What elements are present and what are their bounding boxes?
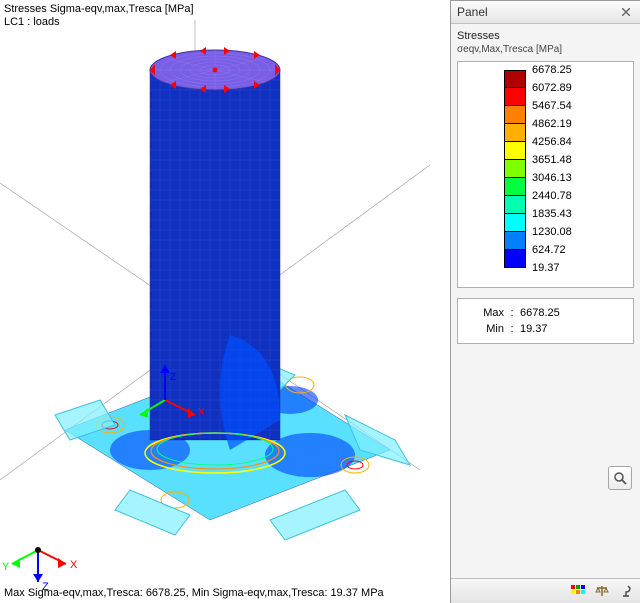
legend-value: 19.37 bbox=[532, 259, 572, 277]
legend-value: 5467.54 bbox=[532, 97, 572, 115]
magnify-button[interactable] bbox=[608, 466, 632, 490]
panel-footer bbox=[451, 578, 640, 603]
legend-segment bbox=[504, 106, 526, 124]
stats-box: Max : 6678.25 Min : 19.37 bbox=[457, 298, 634, 344]
results-panel: Panel Stresses σeqv,Max,Tresca [MPa] 667… bbox=[450, 0, 640, 603]
legend-subtitle: σeqv,Max,Tresca [MPa] bbox=[457, 44, 634, 55]
legend-value: 6678.25 bbox=[532, 61, 572, 79]
legend-segment bbox=[504, 160, 526, 178]
panel-header[interactable]: Panel bbox=[451, 1, 640, 24]
legend-segment bbox=[504, 142, 526, 160]
legend-value: 1835.43 bbox=[532, 205, 572, 223]
legend-segment bbox=[504, 70, 526, 88]
analysis-title: Stresses Sigma-eqv,max,Tresca [MPa] bbox=[4, 2, 194, 16]
svg-text:X: X bbox=[70, 559, 78, 571]
close-icon[interactable] bbox=[618, 4, 634, 20]
legend-value: 624.72 bbox=[532, 241, 572, 259]
legend-segment bbox=[504, 178, 526, 196]
microscope-icon[interactable] bbox=[618, 583, 634, 599]
min-label: Min bbox=[466, 321, 504, 337]
svg-text:X: X bbox=[198, 407, 205, 418]
color-legend: 6678.256072.895467.544862.194256.843651.… bbox=[457, 61, 634, 288]
legend-segment bbox=[504, 196, 526, 214]
legend-value: 3046.13 bbox=[532, 169, 572, 187]
legend-value: 3651.48 bbox=[532, 151, 572, 169]
legend-value: 2440.78 bbox=[532, 187, 572, 205]
viewport[interactable]: Stresses Sigma-eqv,max,Tresca [MPa] LC1 … bbox=[0, 0, 450, 603]
max-value: 6678.25 bbox=[520, 305, 560, 321]
status-bar-text: Max Sigma-eqv,max,Tresca: 6678.25, Min S… bbox=[4, 587, 384, 599]
palette-icon[interactable] bbox=[570, 583, 586, 599]
max-label: Max bbox=[466, 305, 504, 321]
svg-text:Y: Y bbox=[2, 561, 10, 573]
legend-segment bbox=[504, 250, 526, 268]
legend-value: 4256.84 bbox=[532, 133, 572, 151]
balance-icon[interactable] bbox=[594, 583, 610, 599]
legend-value: 6072.89 bbox=[532, 79, 572, 97]
legend-value: 1230.08 bbox=[532, 223, 572, 241]
legend-segment bbox=[504, 214, 526, 232]
magnify-icon bbox=[613, 471, 627, 485]
legend-segment bbox=[504, 124, 526, 142]
svg-text:Z: Z bbox=[170, 372, 176, 383]
legend-section-title: Stresses bbox=[457, 30, 634, 42]
panel-title: Panel bbox=[457, 5, 488, 19]
legend-segment bbox=[504, 232, 526, 250]
legend-segment bbox=[504, 88, 526, 106]
legend-value: 4862.19 bbox=[532, 115, 572, 133]
model-canvas[interactable]: X Z X Y Z bbox=[0, 20, 450, 590]
min-value: 19.37 bbox=[520, 321, 548, 337]
